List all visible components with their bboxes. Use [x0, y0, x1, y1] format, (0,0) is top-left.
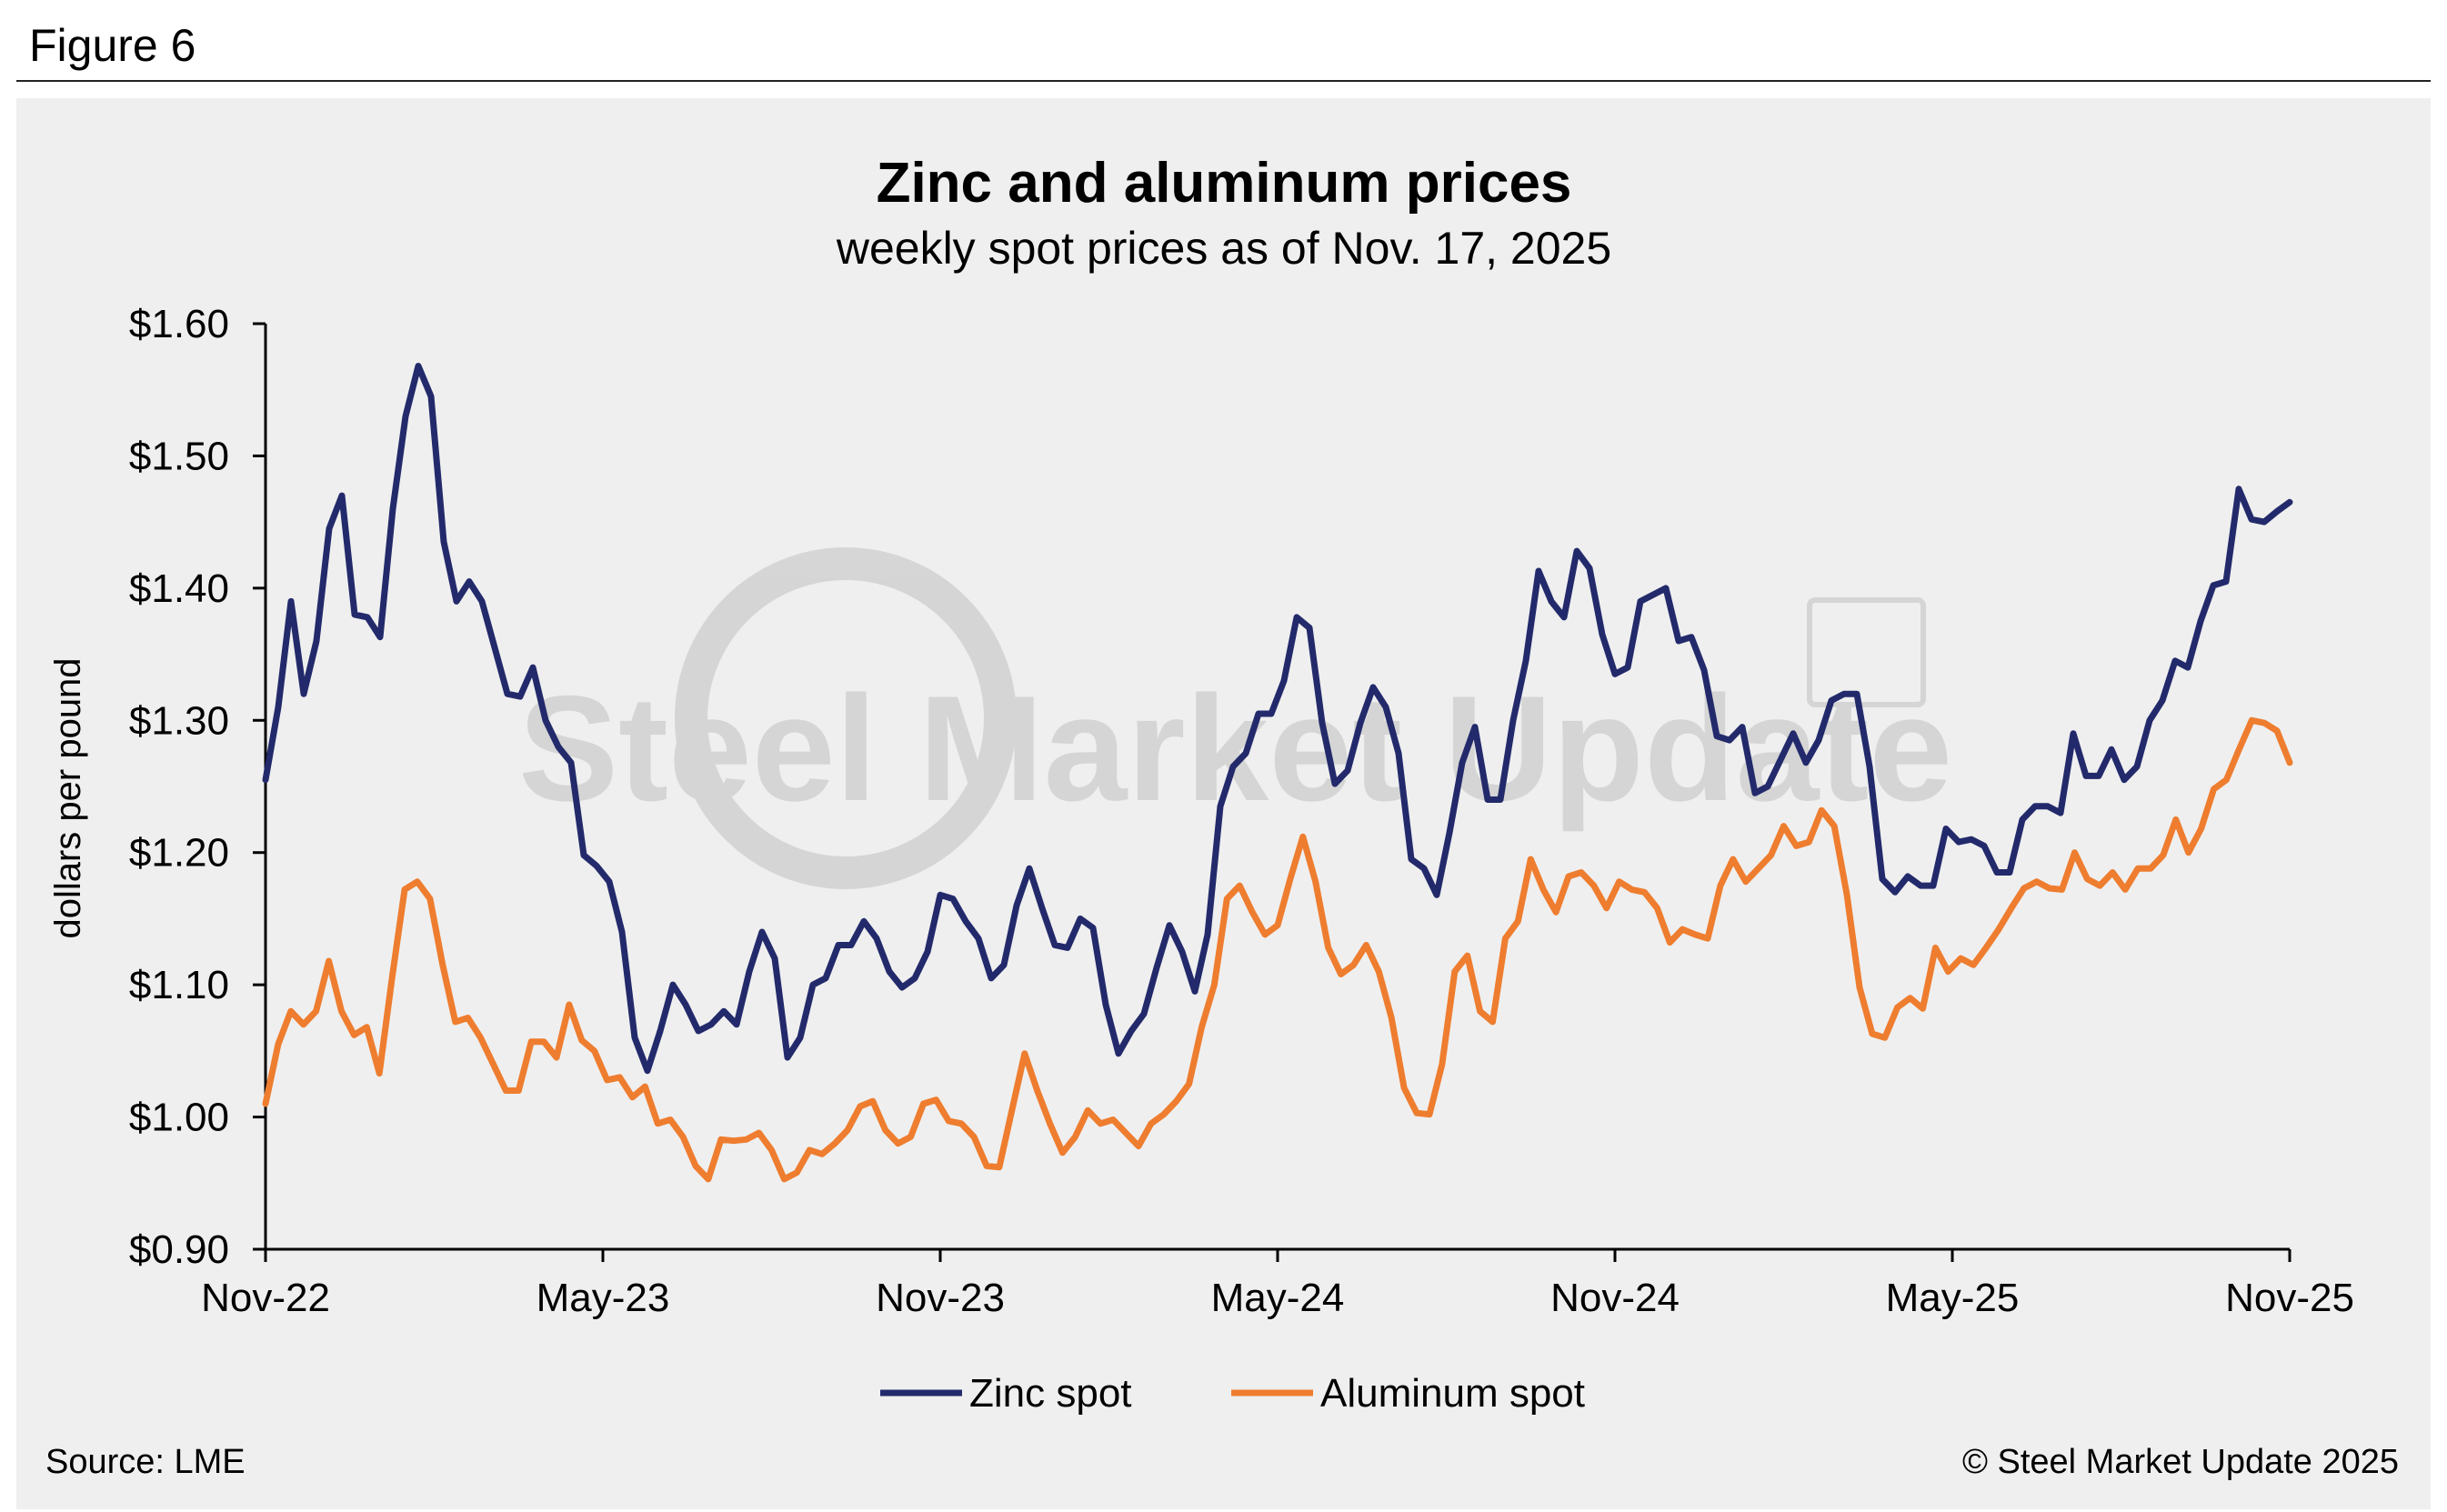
figure-label: Figure 6 — [29, 20, 196, 71]
y-tick-label: $1.30 — [129, 698, 229, 743]
y-tick-label: $1.00 — [129, 1096, 229, 1140]
x-tick-label: Nov-23 — [876, 1276, 1005, 1320]
y-tick-label: $1.20 — [129, 831, 229, 876]
watermark-logo-circle — [675, 547, 1017, 889]
watermark: Steel Market Update — [518, 547, 1952, 889]
x-ticks: Nov-22 May-23 Nov-23 May-24 Nov-24 May-25 Nov-… — [201, 1249, 2354, 1320]
legend-label-aluminum: Aluminum spot — [1320, 1371, 1585, 1416]
x-tick-label: Nov-24 — [1550, 1276, 1680, 1320]
aluminum-spot-line — [262, 716, 2293, 1183]
x-tick-label: Nov-25 — [2225, 1276, 2354, 1320]
series-lines — [262, 363, 2293, 1183]
y-ticks: $0.90 $1.00 $1.10 $1.20 $1.30 $1.40 $1.50 $1.60 — [129, 302, 266, 1272]
y-tick-label: $1.40 — [129, 566, 229, 611]
legend-label-zinc: Zinc spot — [969, 1371, 1132, 1416]
chart-title: Zinc and aluminum prices — [877, 152, 1572, 215]
chart-subtitle: weekly spot prices as of Nov. 17, 2025 — [836, 223, 1611, 274]
copyright-note: © Steel Market Update 2025 — [1962, 1443, 2399, 1481]
zinc-spot-line — [262, 363, 2293, 1075]
y-tick-label: $0.90 — [129, 1227, 229, 1272]
y-tick-label: $1.50 — [129, 434, 229, 478]
x-tick-label: Nov-22 — [201, 1276, 330, 1320]
figure-divider — [16, 80, 2431, 82]
source-note: Source: LME — [45, 1443, 246, 1481]
y-tick-label: $1.60 — [129, 302, 229, 346]
x-tick-label: May-24 — [1211, 1276, 1345, 1320]
x-tick-label: May-25 — [1886, 1276, 2020, 1320]
y-axis-title: dollars per pound — [48, 657, 88, 938]
watermark-text: Steel Market Update — [518, 665, 1952, 832]
watermark-badge — [1807, 597, 1926, 707]
legend: Zinc spot Aluminum spot — [880, 1371, 1585, 1416]
y-tick-label: $1.10 — [129, 963, 229, 1007]
x-tick-label: May-23 — [537, 1276, 670, 1320]
